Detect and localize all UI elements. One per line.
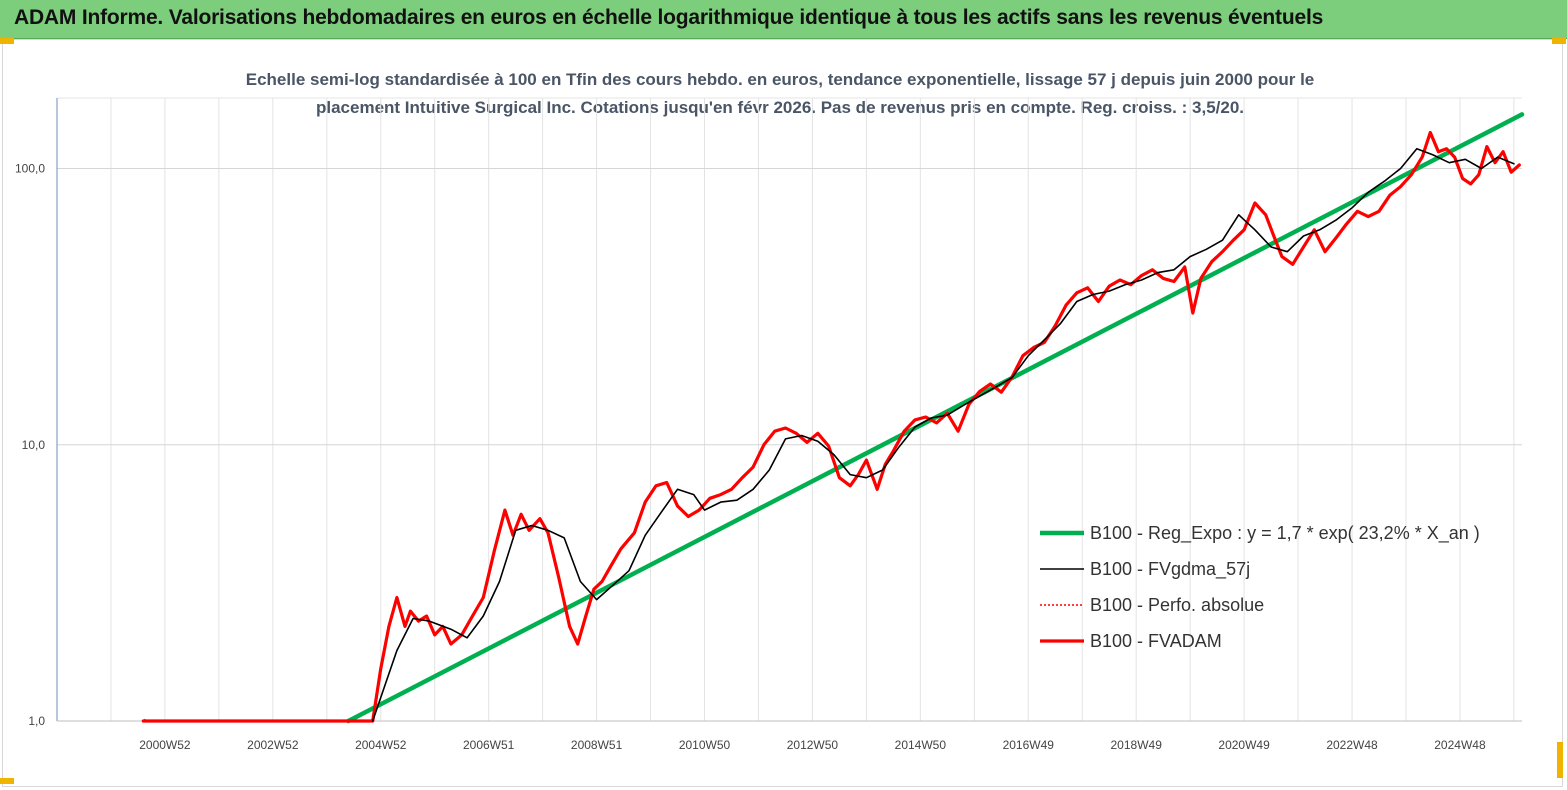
corner-marker-top-right	[1552, 38, 1566, 44]
legend-label: B100 - Perfo. absolue	[1090, 595, 1264, 615]
x-tick-label: 2008W51	[571, 738, 623, 752]
tick-labels: 1,0 10,0 100,0 2000W52 2002W52 2004W52 2006W51…	[15, 162, 1486, 752]
y-tick-label: 1,0	[28, 714, 45, 728]
x-tick-label: 2016W49	[1003, 738, 1055, 752]
x-tick-label: 2006W51	[463, 738, 515, 752]
x-tick-label: 2002W52	[247, 738, 299, 752]
x-tick-label: 2014W50	[895, 738, 947, 752]
x-tick-label: 2004W52	[355, 738, 407, 752]
x-tick-label: 2020W49	[1218, 738, 1270, 752]
chart-title-line-1: Echelle semi-log standardisée à 100 en T…	[245, 70, 1315, 89]
x-tick-label: 2000W52	[139, 738, 191, 752]
legend-label: B100 - FVADAM	[1090, 631, 1222, 651]
grid-lines	[56, 97, 1522, 722]
axes	[56, 98, 1522, 722]
plot-area	[141, 112, 1525, 724]
series-fvadam-line	[141, 130, 1521, 723]
corner-marker-bottom-right	[1557, 742, 1563, 778]
x-tick-label: 2024W48	[1434, 738, 1486, 752]
report-banner: ADAM Informe. Valorisations hebdomadaire…	[0, 0, 1567, 39]
series-absolute-line	[142, 717, 147, 722]
chart-frame	[2, 39, 1563, 787]
legend: B100 - Reg_Expo : y = 1,7 * exp( 23,2% *…	[1040, 523, 1480, 651]
corner-marker-top-left	[0, 38, 14, 44]
x-tick-label: 2022W48	[1326, 738, 1378, 752]
chart-title-line-2: placement Intuitive Surgical Inc. Cotati…	[315, 98, 1245, 117]
report-title: ADAM Informe. Valorisations hebdomadaire…	[14, 6, 1324, 29]
series-smoothed-line	[371, 147, 1515, 722]
y-tick-label: 100,0	[15, 162, 45, 176]
legend-label: B100 - FVgdma_57j	[1090, 559, 1250, 580]
y-tick-label: 10,0	[22, 438, 46, 452]
x-tick-label: 2010W50	[679, 738, 731, 752]
chart-title: Echelle semi-log standardisée à 100 en T…	[200, 66, 1360, 122]
x-tick-label: 2012W50	[787, 738, 839, 752]
legend-label: B100 - Reg_Expo : y = 1,7 * exp( 23,2% *…	[1090, 523, 1480, 544]
x-tick-label: 2018W49	[1111, 738, 1163, 752]
corner-marker-bottom-left	[0, 778, 14, 784]
